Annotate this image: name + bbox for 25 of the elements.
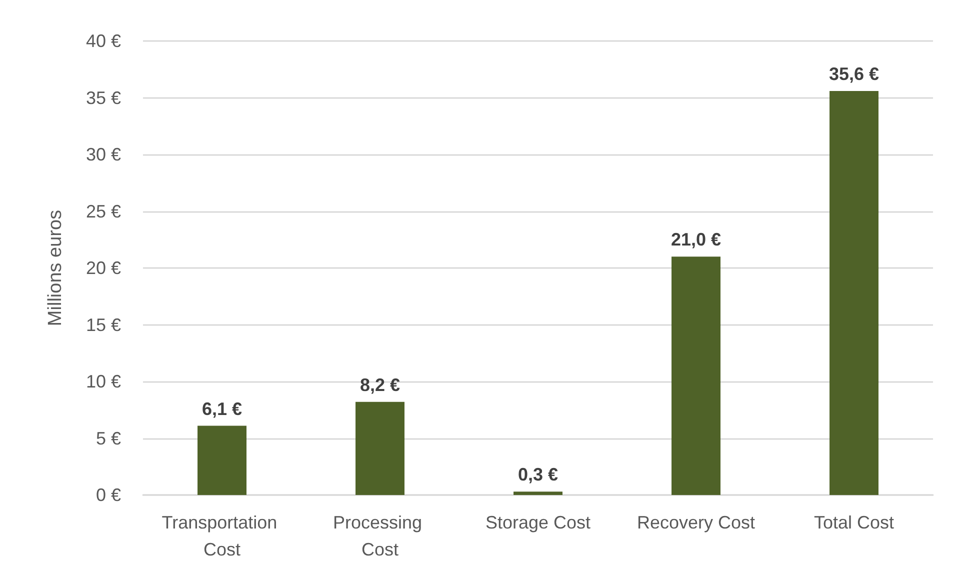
x-tick-label: Processing Cost bbox=[332, 512, 428, 560]
y-tick-label: 35 € bbox=[86, 88, 121, 108]
y-tick-label: 40 € bbox=[86, 31, 121, 51]
x-tick-label: Recovery Cost bbox=[636, 512, 756, 532]
bar bbox=[198, 426, 246, 495]
y-tick-label: 15 € bbox=[86, 314, 121, 335]
x-tick-label: Total Cost bbox=[814, 512, 894, 532]
bar bbox=[672, 256, 720, 495]
y-tick-label: 5 € bbox=[96, 428, 121, 448]
y-tick-label: 10 € bbox=[86, 372, 121, 392]
data-label: 21,0 € bbox=[670, 230, 722, 250]
y-axis-title: Millions euros bbox=[45, 210, 66, 326]
y-tick-label: 0 € bbox=[96, 485, 121, 505]
x-tick-label: Transportation Cost bbox=[162, 512, 282, 560]
y-tick-label: 25 € bbox=[86, 201, 121, 222]
data-label: 35,6 € bbox=[828, 64, 880, 84]
data-label: 6,1 € bbox=[202, 398, 242, 419]
y-tick-label: 20 € bbox=[86, 258, 121, 278]
data-label: 8,2 € bbox=[360, 374, 400, 395]
bar bbox=[356, 402, 404, 495]
bar bbox=[514, 492, 562, 495]
data-label: 0,3 € bbox=[518, 464, 558, 485]
y-tick-label: 30 € bbox=[86, 144, 121, 164]
x-tick-label: Storage Cost bbox=[485, 512, 591, 532]
bar bbox=[830, 90, 878, 495]
